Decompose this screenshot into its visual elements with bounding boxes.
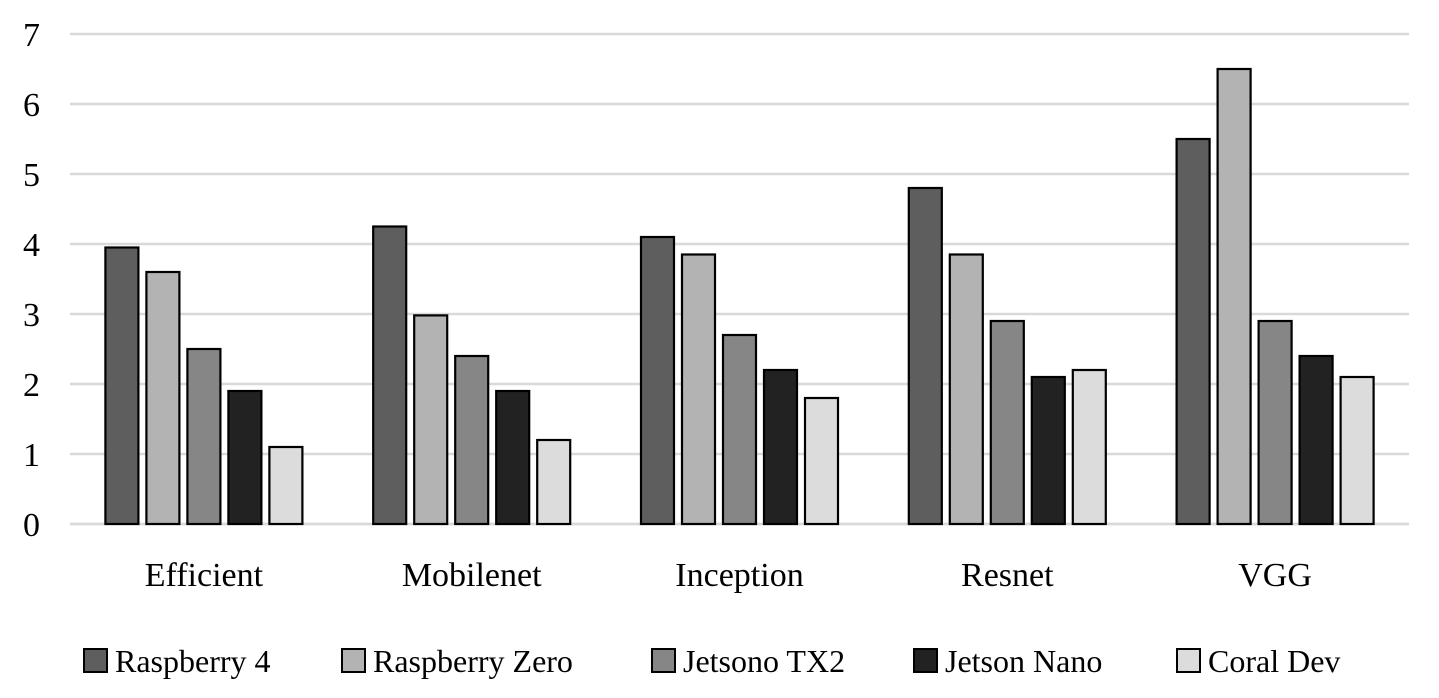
legend-label: Raspberry 4 xyxy=(115,643,271,679)
y-tick-label: 4 xyxy=(23,227,40,264)
legend-swatch xyxy=(341,648,366,673)
bar-raspberry-zero-mobilenet xyxy=(413,314,449,526)
y-tick-label: 0 xyxy=(23,507,40,544)
bar-raspberry-4-resnet xyxy=(907,186,943,526)
legend-swatch xyxy=(913,648,938,673)
legend-swatch xyxy=(1176,648,1201,673)
bar-jetsono-tx2-inception xyxy=(721,333,758,526)
legend-swatch xyxy=(651,648,676,673)
bar-jetsono-tx2-resnet xyxy=(989,319,1025,526)
bar-raspberry-zero-inception xyxy=(680,253,717,526)
y-tick-label: 1 xyxy=(23,437,40,474)
bar-jetson-nano-inception xyxy=(762,368,799,526)
bar-jetson-nano-mobilenet xyxy=(495,389,531,526)
y-tick-label: 6 xyxy=(23,87,40,124)
bar-raspberry-zero-resnet xyxy=(948,253,984,526)
y-tick-label: 7 xyxy=(23,17,40,54)
y-tick-label: 2 xyxy=(23,367,40,404)
bar-raspberry-4-efficient xyxy=(104,246,140,526)
legend-label: Coral Dev xyxy=(1208,643,1340,679)
legend-label: Jetsono TX2 xyxy=(683,643,845,679)
bar-raspberry-4-vgg xyxy=(1175,137,1211,526)
bar-raspberry-4-mobilenet xyxy=(372,225,408,526)
bar-coral-dev-efficient xyxy=(268,445,304,526)
bar-jetson-nano-resnet xyxy=(1030,375,1066,526)
legend: Raspberry 4 Raspberry Zero Jetsono TX2 Jets… xyxy=(83,643,1340,679)
legend-label: Raspberry Zero xyxy=(373,643,573,679)
y-axis-ticks: 0 1 2 3 4 5 6 7 xyxy=(23,17,40,544)
bar-raspberry-zero-efficient xyxy=(145,270,181,526)
bar-raspberry-4-inception xyxy=(639,235,676,526)
bar-jetsono-tx2-mobilenet xyxy=(454,354,490,526)
y-tick-label: 5 xyxy=(23,157,40,194)
bar-jetson-nano-vgg xyxy=(1298,354,1334,526)
x-axis-categories: Efficient Mobilenet Inception Resnet VGG xyxy=(145,557,1312,594)
x-category-label: Resnet xyxy=(961,557,1054,594)
bar-coral-dev-vgg xyxy=(1339,375,1375,526)
bar-jetson-nano-efficient xyxy=(227,389,263,526)
x-category-label: Efficient xyxy=(145,557,264,594)
bar-coral-dev-mobilenet xyxy=(536,438,572,526)
legend-swatch xyxy=(83,648,108,673)
x-category-label: Mobilenet xyxy=(402,557,542,594)
bar-jetsono-tx2-efficient xyxy=(186,347,222,526)
bar-jetsono-tx2-vgg xyxy=(1257,319,1293,526)
x-category-label: VGG xyxy=(1238,557,1312,594)
legend-label: Jetson Nano xyxy=(945,643,1102,679)
bar-coral-dev-inception xyxy=(803,396,840,526)
x-category-label: Inception xyxy=(675,557,803,594)
y-tick-label: 3 xyxy=(23,297,40,334)
bar-raspberry-zero-vgg xyxy=(1216,67,1252,526)
bars xyxy=(104,67,1375,526)
bar-coral-dev-resnet xyxy=(1071,368,1107,526)
